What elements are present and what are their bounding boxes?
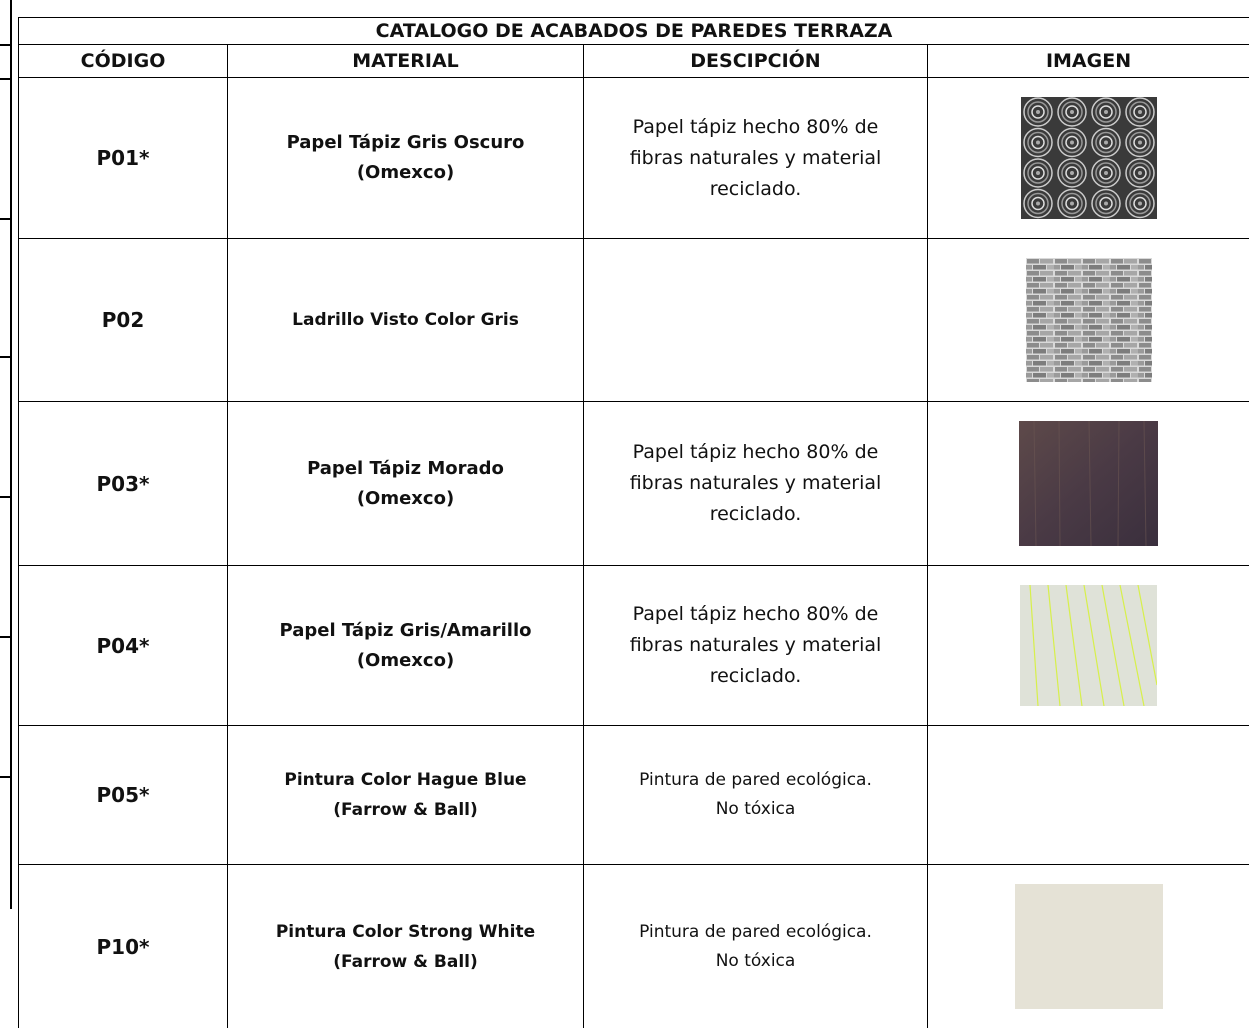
image-cell: [928, 402, 1249, 566]
code-cell: P02: [19, 239, 228, 402]
page: {"header": {"title": "CATALOGO DE ACABAD…: [0, 0, 1249, 909]
description-cell: Papel tápiz hecho 80% de fibras naturale…: [584, 566, 928, 726]
code-cell: P03*: [19, 402, 228, 566]
description-cell: Papel tápiz hecho 80% de fibras naturale…: [584, 78, 928, 239]
swatch-image: [1021, 97, 1157, 219]
swatch-image: [1015, 884, 1163, 1009]
code-cell: P04*: [19, 566, 228, 726]
description-cell: Pintura de pared ecológica. No tóxica: [584, 726, 928, 865]
code-cell: P05*: [19, 726, 228, 865]
image-cell: [928, 726, 1249, 865]
catalog-table: CATALOGO DE ACABADOS DE PAREDES TERRAZA …: [18, 17, 1249, 1028]
image-cell: [928, 239, 1249, 402]
code-cell: P10*: [19, 865, 228, 1028]
page-body: CATALOGO DE ACABADOS DE PAREDES TERRAZA …: [0, 0, 1249, 909]
column-header: IMAGEN: [928, 45, 1249, 78]
column-header: DESCIPCIÓN: [584, 45, 928, 78]
column-header: MATERIAL: [228, 45, 584, 78]
description-cell: Papel tápiz hecho 80% de fibras naturale…: [584, 402, 928, 566]
material-cell: Ladrillo Visto Color Gris: [228, 239, 584, 402]
left-strip: [0, 0, 12, 909]
image-cell: [928, 566, 1249, 726]
swatch-image: [1026, 258, 1152, 382]
material-cell: Papel Tápiz Gris/Amarillo (Omexco): [228, 566, 584, 726]
material-cell: Papel Tápiz Gris Oscuro (Omexco): [228, 78, 584, 239]
code-cell: P01*: [19, 78, 228, 239]
description-cell: Pintura de pared ecológica. No tóxica: [584, 865, 928, 1028]
material-cell: Pintura Color Strong White (Farrow & Bal…: [228, 865, 584, 1028]
column-header: CÓDIGO: [19, 45, 228, 78]
table-title: CATALOGO DE ACABADOS DE PAREDES TERRAZA: [19, 18, 1249, 45]
swatch-image: [1020, 585, 1157, 706]
image-cell: [928, 78, 1249, 239]
material-cell: Papel Tápiz Morado (Omexco): [228, 402, 584, 566]
swatch-image: [1019, 421, 1158, 546]
description-cell: [584, 239, 928, 402]
material-cell: Pintura Color Hague Blue (Farrow & Ball): [228, 726, 584, 865]
image-cell: [928, 865, 1249, 1028]
